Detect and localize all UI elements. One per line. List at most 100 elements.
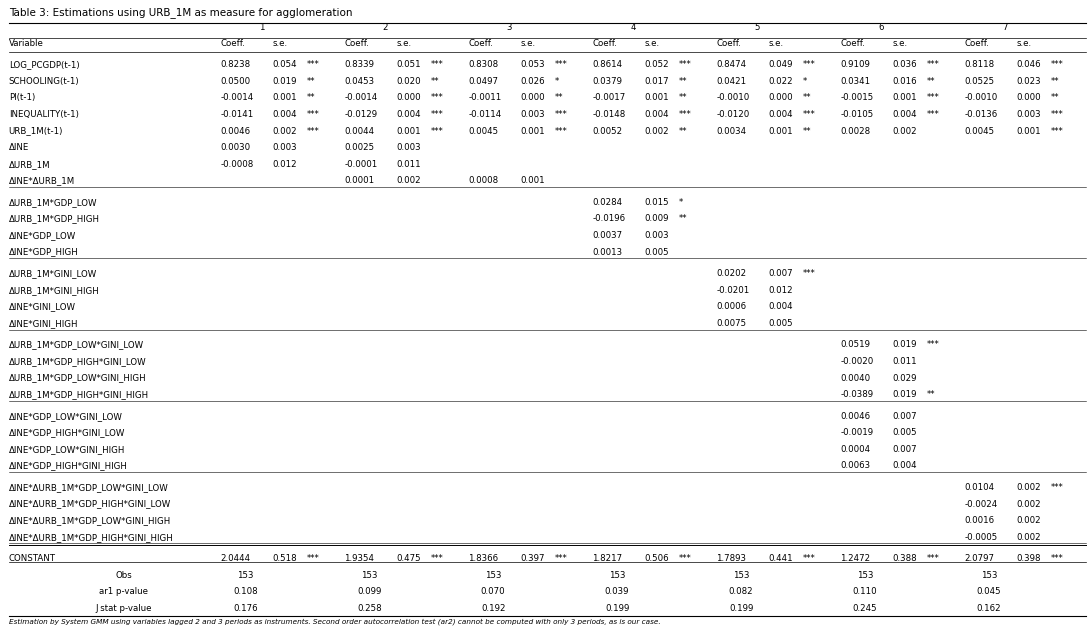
Text: ΔINE*GDP_LOW*GINI_LOW: ΔINE*GDP_LOW*GINI_LOW	[9, 412, 122, 420]
Text: **: **	[926, 390, 935, 399]
Text: 0.0075: 0.0075	[716, 319, 747, 328]
Text: 0.004: 0.004	[893, 110, 917, 119]
Text: 0.0025: 0.0025	[344, 143, 375, 152]
Text: 0.036: 0.036	[893, 61, 917, 69]
Text: -0.0008: -0.0008	[220, 160, 254, 169]
Text: ***: ***	[432, 554, 444, 563]
Text: 0.016: 0.016	[893, 77, 917, 86]
Text: 0.0519: 0.0519	[840, 340, 870, 349]
Text: 0.0004: 0.0004	[840, 445, 870, 454]
Text: 0.002: 0.002	[272, 127, 298, 136]
Text: 1.8366: 1.8366	[469, 554, 498, 563]
Text: 0.023: 0.023	[1016, 77, 1041, 86]
Text: Estimation by System GMM using variables lagged 2 and 3 periods as instruments. : Estimation by System GMM using variables…	[9, 619, 661, 625]
Text: 4: 4	[630, 24, 635, 32]
Text: **: **	[679, 94, 688, 103]
Text: 0.8474: 0.8474	[716, 61, 747, 69]
Text: 0.001: 0.001	[520, 176, 545, 185]
Text: ***: ***	[432, 94, 444, 103]
Text: 0.099: 0.099	[358, 587, 382, 596]
Text: Coeff.: Coeff.	[592, 38, 617, 48]
Text: 0.441: 0.441	[768, 554, 792, 563]
Text: 0.019: 0.019	[272, 77, 298, 86]
Text: 0.0202: 0.0202	[716, 269, 747, 278]
Text: 0.0500: 0.0500	[220, 77, 251, 86]
Text: 0.0045: 0.0045	[965, 127, 994, 136]
Text: ***: ***	[555, 61, 568, 69]
Text: ***: ***	[803, 269, 815, 278]
Text: 0.397: 0.397	[520, 554, 545, 563]
Text: 0.005: 0.005	[768, 319, 792, 328]
Text: 0.0341: 0.0341	[840, 77, 870, 86]
Text: 0.0044: 0.0044	[344, 127, 375, 136]
Text: -0.0196: -0.0196	[592, 215, 626, 224]
Text: ΔINE*ΔURB_1M: ΔINE*ΔURB_1M	[9, 176, 75, 185]
Text: Coeff.: Coeff.	[965, 38, 989, 48]
Text: 0.052: 0.052	[644, 61, 669, 69]
Text: 0.003: 0.003	[272, 143, 298, 152]
Text: 2.0797: 2.0797	[965, 554, 994, 563]
Text: ΔINE*GINI_HIGH: ΔINE*GINI_HIGH	[9, 319, 78, 328]
Text: ***: ***	[1051, 127, 1064, 136]
Text: 0.012: 0.012	[272, 160, 298, 169]
Text: 0.162: 0.162	[977, 604, 1002, 613]
Text: 0.9109: 0.9109	[840, 61, 870, 69]
Text: ΔINE*GDP_HIGH: ΔINE*GDP_HIGH	[9, 248, 78, 257]
Text: 0.005: 0.005	[893, 428, 917, 437]
Text: 0.002: 0.002	[1016, 483, 1041, 492]
Text: 0.002: 0.002	[1016, 516, 1041, 525]
Text: LOG_PCGDP(t-1): LOG_PCGDP(t-1)	[9, 61, 80, 69]
Text: 0.000: 0.000	[520, 94, 545, 103]
Text: 0.0034: 0.0034	[716, 127, 747, 136]
Text: 0.0028: 0.0028	[840, 127, 870, 136]
Text: 0.011: 0.011	[397, 160, 421, 169]
Text: 0.0046: 0.0046	[840, 412, 870, 420]
Text: 0.054: 0.054	[272, 61, 298, 69]
Text: Coeff.: Coeff.	[840, 38, 865, 48]
Text: 0.051: 0.051	[397, 61, 421, 69]
Text: 153: 153	[981, 571, 997, 580]
Text: 0.002: 0.002	[397, 176, 421, 185]
Text: s.e.: s.e.	[272, 38, 288, 48]
Text: PI(t-1): PI(t-1)	[9, 94, 35, 103]
Text: ΔINE: ΔINE	[9, 143, 29, 152]
Text: **: **	[307, 94, 316, 103]
Text: -0.0141: -0.0141	[220, 110, 254, 119]
Text: ***: ***	[432, 61, 444, 69]
Text: ***: ***	[926, 94, 940, 103]
Text: *: *	[555, 77, 559, 86]
Text: 0.003: 0.003	[397, 143, 421, 152]
Text: Obs: Obs	[116, 571, 132, 580]
Text: 0.199: 0.199	[729, 604, 753, 613]
Text: -0.0389: -0.0389	[840, 390, 873, 399]
Text: ***: ***	[307, 110, 320, 119]
Text: 0.000: 0.000	[397, 94, 421, 103]
Text: ***: ***	[432, 127, 444, 136]
Text: 153: 153	[237, 571, 254, 580]
Text: *: *	[679, 198, 683, 207]
Text: 0.518: 0.518	[272, 554, 298, 563]
Text: **: **	[803, 127, 812, 136]
Text: **: **	[679, 215, 688, 224]
Text: 0.8339: 0.8339	[344, 61, 375, 69]
Text: -0.0010: -0.0010	[965, 94, 997, 103]
Text: 0.001: 0.001	[893, 94, 917, 103]
Text: 0.049: 0.049	[768, 61, 792, 69]
Text: 1.9354: 1.9354	[344, 554, 375, 563]
Text: 0.026: 0.026	[520, 77, 545, 86]
Text: **: **	[926, 77, 935, 86]
Text: -0.0201: -0.0201	[716, 286, 750, 295]
Text: **: **	[679, 127, 688, 136]
Text: **: **	[679, 77, 688, 86]
Text: 0.046: 0.046	[1016, 61, 1041, 69]
Text: -0.0014: -0.0014	[344, 94, 377, 103]
Text: 0.039: 0.039	[605, 587, 629, 596]
Text: 0.002: 0.002	[893, 127, 917, 136]
Text: 0.108: 0.108	[233, 587, 257, 596]
Text: 0.176: 0.176	[233, 604, 257, 613]
Text: ***: ***	[555, 554, 568, 563]
Text: 0.004: 0.004	[893, 461, 917, 470]
Text: ΔINE*GDP_LOW: ΔINE*GDP_LOW	[9, 231, 76, 240]
Text: ΔURB_1M*GINI_HIGH: ΔURB_1M*GINI_HIGH	[9, 286, 99, 295]
Text: ***: ***	[432, 110, 444, 119]
